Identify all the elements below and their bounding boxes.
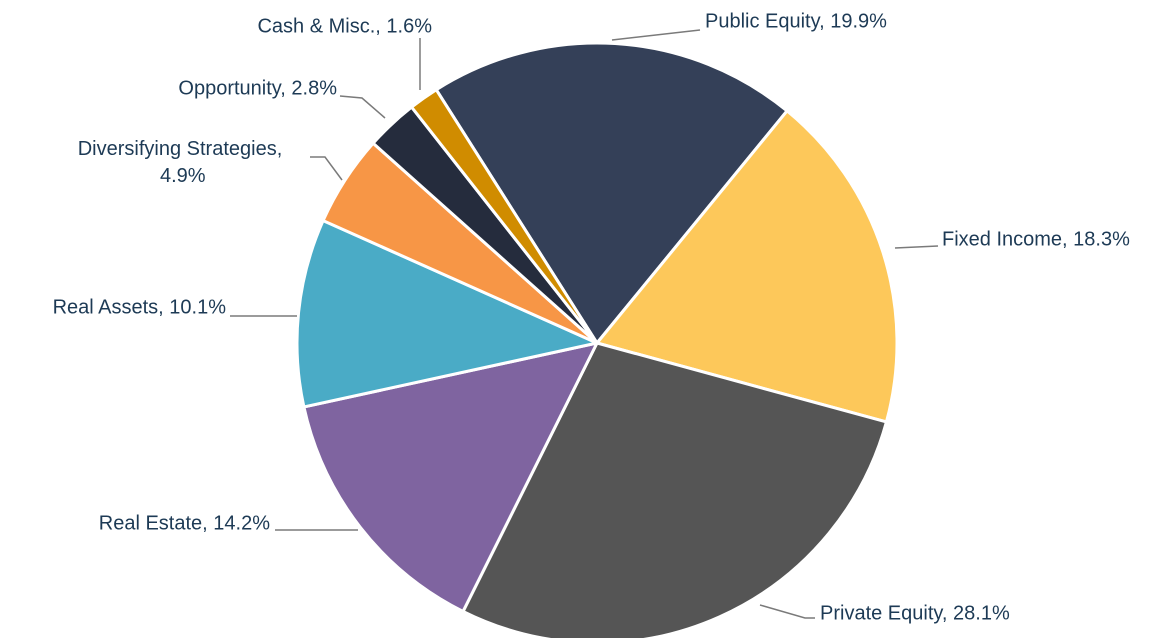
leader-line [894, 245, 939, 249]
data-label: Fixed Income, 18.3% [942, 228, 1130, 250]
data-label-line: 4.9% [154, 165, 205, 187]
data-label-line: Diversifying Strategies, [78, 138, 283, 160]
pie-slice [302, 340, 600, 614]
leader-line [611, 29, 701, 41]
pie-slice [461, 341, 889, 638]
pie-slice [434, 41, 790, 346]
leader-line [759, 604, 815, 619]
data-label: Real Assets, 10.1% [53, 296, 227, 318]
pie-slice [594, 108, 899, 424]
data-label: Private Equity, 28.1% [820, 602, 1010, 624]
leader-line [310, 156, 343, 181]
data-label: Cash & Misc., 1.6% [257, 15, 432, 37]
pie-slice [295, 218, 602, 409]
pie-slice [409, 87, 599, 344]
data-label: Opportunity, 2.8% [178, 77, 337, 99]
data-label: Diversifying Strategies, 4.9% [78, 138, 283, 187]
data-label: Real Estate, 14.2% [99, 512, 270, 534]
data-label: Public Equity, 19.9% [705, 10, 887, 32]
leader-line [339, 95, 386, 119]
